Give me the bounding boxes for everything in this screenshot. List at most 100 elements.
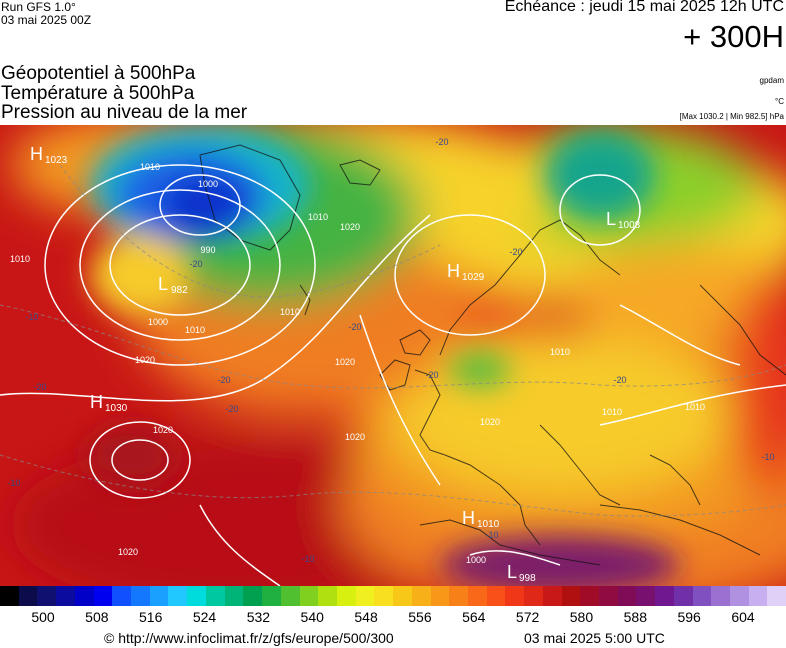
scale-tick-label: 588 <box>623 609 647 625</box>
isobar-label: 1010 <box>10 254 30 264</box>
temperature-label: -20 <box>435 137 448 147</box>
scale-swatch <box>93 586 113 606</box>
scale-swatch <box>374 586 394 606</box>
temperature-label: -20 <box>33 382 46 392</box>
isobar-label: 1020 <box>345 432 365 442</box>
temperature-label: -10 <box>25 312 38 322</box>
svg-text:998: 998 <box>519 573 536 584</box>
temperature-label: -20 <box>189 259 202 269</box>
isobar-label: 990 <box>200 245 215 255</box>
scale-swatch <box>393 586 412 606</box>
isobar-label: 1020 <box>480 417 500 427</box>
svg-text:H: H <box>447 261 460 281</box>
parameter-pressure: Pression au niveau de la mer <box>1 102 248 123</box>
pressure-range: [Max 1030.2 | Min 982.5] hPa <box>679 112 784 121</box>
temperature-label: -10 <box>485 530 498 540</box>
generation-date: 03 mai 2025 5:00 UTC <box>524 630 665 646</box>
unit-geopotential: gpdam <box>759 76 784 85</box>
temperature-label: -20 <box>217 375 230 385</box>
geopotential-field <box>0 125 786 586</box>
scale-tick-label: 532 <box>246 609 271 625</box>
scale-swatch <box>673 586 693 606</box>
pressure-center-high: H 1010 <box>462 508 500 530</box>
scale-swatch <box>505 586 525 606</box>
temperature-label: -20 <box>425 370 438 380</box>
scale-swatch <box>561 586 581 606</box>
scale-swatch <box>0 586 19 606</box>
scale-tick-label: 604 <box>731 609 755 625</box>
isobar-label: 1020 <box>153 425 173 435</box>
temperature-label: -10 <box>761 452 774 462</box>
temperature-label: -10 <box>301 554 314 564</box>
temperature-label: -20 <box>348 322 361 332</box>
temperature-label: -20 <box>225 404 238 414</box>
scale-swatch <box>149 586 169 606</box>
forecast-valid-time: Echéance : jeudi 15 mai 2025 12h UTC <box>504 0 784 15</box>
temperature-isotherms <box>0 164 786 517</box>
scale-swatch <box>187 586 206 606</box>
scale-swatch <box>580 586 599 606</box>
source-url: © http://www.infoclimat.fr/z/gfs/europe/… <box>104 630 394 646</box>
parameter-geopotential: Géopotentiel à 500hPa <box>1 63 196 84</box>
scale-swatch <box>112 586 132 606</box>
temperature-label: -10 <box>7 478 20 488</box>
isobar-label: 1010 <box>280 307 300 317</box>
isobar-label: 1000 <box>198 179 218 189</box>
svg-text:H: H <box>462 508 475 528</box>
pressure-center-low: L 982 <box>158 274 188 296</box>
unit-temperature: °C <box>775 97 784 106</box>
scale-swatch <box>524 586 543 606</box>
scale-swatch <box>318 586 337 606</box>
scale-swatch <box>617 586 637 606</box>
svg-text:1008: 1008 <box>618 220 641 231</box>
scale-tick-label: 516 <box>139 609 163 625</box>
scale-tick-label: 556 <box>408 609 432 625</box>
scale-tick-label: 580 <box>569 609 594 625</box>
scale-tick-label: 572 <box>515 609 540 625</box>
svg-text:L: L <box>158 274 168 294</box>
run-date: 03 mai 2025 00Z <box>1 13 92 27</box>
pressure-center-high: H 1030 <box>90 392 128 414</box>
scale-swatch <box>262 586 281 606</box>
scale-swatch <box>243 586 263 606</box>
scale-swatch <box>767 586 786 606</box>
scale-swatch <box>542 586 562 606</box>
scale-swatch <box>449 586 468 606</box>
scale-swatch <box>355 586 375 606</box>
scale-swatch <box>411 586 431 606</box>
scale-swatch <box>748 586 768 606</box>
scale-swatch <box>467 586 487 606</box>
isobar-label: 1010 <box>308 212 328 222</box>
scale-swatch <box>711 586 731 606</box>
scale-tick-label: 596 <box>677 609 701 625</box>
scale-swatch <box>224 586 244 606</box>
svg-text:1010: 1010 <box>477 519 500 530</box>
isobar-label: 1010 <box>685 402 705 412</box>
svg-text:L: L <box>507 562 517 582</box>
svg-text:1030: 1030 <box>105 403 128 414</box>
scale-swatch <box>18 586 38 606</box>
scale-swatch <box>74 586 94 606</box>
scale-swatch <box>486 586 506 606</box>
pressure-center-high: H 1023 <box>30 144 68 166</box>
svg-text:1023: 1023 <box>45 155 68 166</box>
pressure-center-high: H 1029 <box>447 261 485 283</box>
color-scale-labels: 500 508 516 524 532 540 548 556 564 572 580 588 596 6… <box>0 609 786 629</box>
lead-time: + 300H <box>683 19 784 54</box>
scale-swatch <box>131 586 150 606</box>
isobar-label: 1010 <box>550 347 570 357</box>
scale-tick-label: 548 <box>354 609 378 625</box>
scale-swatch <box>37 586 57 606</box>
svg-text:L: L <box>606 209 616 229</box>
scale-swatch <box>205 586 225 606</box>
svg-text:982: 982 <box>171 285 188 296</box>
temperature-labels: -20 -20 -20 -10 -20 -20 -20 -20 -10 -10 … <box>7 137 774 564</box>
scale-swatch <box>599 586 618 606</box>
isobar-labels: 1010 1000 990 1010 1000 1010 1020 1010 1… <box>10 162 705 565</box>
scale-swatch <box>336 586 356 606</box>
scale-swatch <box>730 586 749 606</box>
color-scale-bar <box>0 586 786 606</box>
scale-swatch <box>655 586 674 606</box>
scale-swatch <box>168 586 188 606</box>
parameter-temperature: Température à 500hPa <box>1 83 195 104</box>
